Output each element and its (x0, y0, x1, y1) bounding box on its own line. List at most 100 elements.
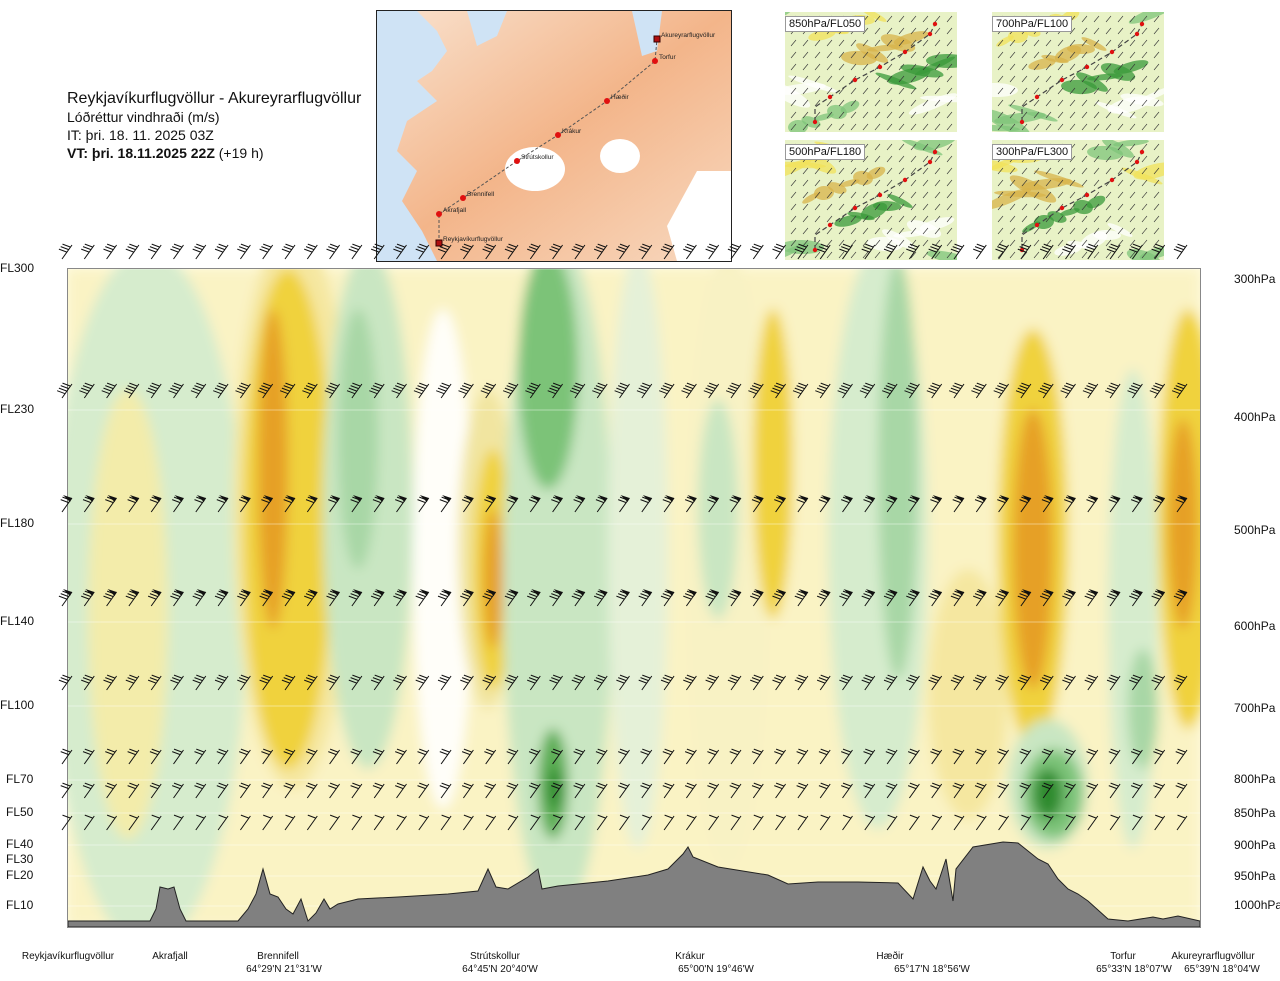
wind-barb (802, 191, 809, 199)
field-blob (893, 31, 929, 45)
fl-tick-label: FL100 (0, 698, 35, 712)
wind-barb (814, 87, 821, 95)
wind-barb (1069, 203, 1076, 211)
waypoint-marker (812, 119, 818, 125)
waypoint-marker (514, 158, 520, 164)
fjord-area (467, 11, 507, 46)
wind-barb (862, 111, 869, 119)
wind-barb (1093, 87, 1100, 95)
wind-barb (1033, 251, 1040, 259)
wind-barb (1129, 99, 1136, 107)
wind-barb (850, 191, 857, 199)
wind-barb (1117, 239, 1124, 247)
wind-barb (922, 63, 929, 71)
thumbnail-700hpa[interactable]: 700hPa/FL100 (992, 12, 1164, 132)
wind-barb (886, 227, 893, 235)
field-contour (258, 309, 288, 629)
wind-barb (1045, 167, 1052, 175)
wind-barb (1093, 63, 1100, 71)
wind-barb (304, 243, 318, 260)
waypoint-label: Hæðir (611, 93, 630, 101)
wind-barb (1153, 191, 1160, 199)
wind-barb (910, 167, 917, 175)
wind-barb (1153, 99, 1160, 107)
hpa-tick-label: 850hPa (1234, 806, 1276, 820)
wind-barb (281, 243, 296, 260)
wind-barb (1129, 239, 1136, 247)
wind-barb (750, 243, 764, 260)
waypoint-marker (1109, 49, 1115, 55)
wind-barb (874, 143, 881, 151)
wind-barb (946, 15, 953, 23)
location-name: Brennifell (257, 951, 299, 962)
airport-marker (653, 35, 661, 43)
wind-barb (850, 123, 857, 131)
wind-barb (1045, 51, 1052, 59)
wind-barb (934, 155, 941, 163)
wind-barb (946, 39, 953, 47)
wind-barb (1117, 227, 1124, 235)
chart-subtitle: Lóðréttur vindhraði (m/s) (67, 109, 220, 125)
wind-barb (898, 215, 905, 223)
thumbnail-label: 500hPa/FL180 (785, 144, 866, 160)
wind-barb (1117, 203, 1124, 211)
wind-barb (237, 243, 251, 260)
wind-barb (826, 51, 833, 59)
wind-barb (934, 39, 941, 47)
wind-barb (1045, 203, 1052, 211)
wind-barb (1045, 239, 1052, 247)
wind-barb (1105, 99, 1112, 107)
waypoint-marker (1034, 222, 1040, 228)
wind-barb (862, 167, 869, 175)
wind-barb (922, 99, 929, 107)
wind-barb (862, 27, 869, 35)
wind-barb (1009, 239, 1016, 247)
wind-barb (1129, 15, 1136, 23)
field-blob (1067, 43, 1095, 55)
wind-barb (862, 203, 869, 211)
wind-barb (1141, 51, 1148, 59)
wind-barb (922, 239, 929, 247)
wind-barb (1105, 239, 1112, 247)
field-contour (1128, 649, 1158, 769)
wind-barb (922, 39, 929, 47)
location-name: Torfur (1110, 951, 1136, 962)
wind-barb (922, 123, 929, 131)
wind-barb (802, 227, 809, 235)
wind-barb (1153, 227, 1160, 235)
wind-barb (850, 51, 857, 59)
wind-barb (348, 243, 363, 260)
thumbnail-500hpa[interactable]: 500hPa/FL180 (785, 140, 957, 260)
wind-barb (910, 123, 917, 131)
wind-barb (802, 203, 809, 211)
wind-barb (874, 51, 881, 59)
wind-barb (874, 179, 881, 187)
wind-barb (1105, 39, 1112, 47)
wind-barb (1021, 239, 1028, 247)
wind-barb (934, 51, 941, 59)
wind-barb (1009, 167, 1016, 175)
wind-barb (1057, 167, 1064, 175)
wind-barb (790, 99, 797, 107)
wind-barb (1033, 227, 1040, 235)
wind-barb (1129, 75, 1136, 83)
wind-barb (1081, 99, 1088, 107)
thumbnail-850hpa[interactable]: 850hPa/FL050 (785, 12, 957, 132)
wind-barb (922, 15, 929, 23)
wind-barb (1033, 87, 1040, 95)
waypoint-marker (1019, 247, 1025, 253)
wind-barb (1117, 191, 1124, 199)
wind-barb (125, 243, 140, 260)
wind-barb (1105, 15, 1112, 23)
wind-barb (802, 167, 809, 175)
waypoint-marker (812, 247, 818, 253)
wind-barb (814, 111, 821, 119)
wind-barb (946, 167, 953, 175)
wind-barb (886, 111, 893, 119)
thumbnail-300hpa[interactable]: 300hPa/FL300 (992, 140, 1164, 260)
wind-barb (814, 215, 821, 223)
thumbnail-label: 300hPa/FL300 (992, 144, 1073, 160)
wind-barb (997, 99, 1004, 107)
waypoint-marker (827, 222, 833, 228)
thumbnail-label: 700hPa/FL100 (992, 16, 1073, 32)
